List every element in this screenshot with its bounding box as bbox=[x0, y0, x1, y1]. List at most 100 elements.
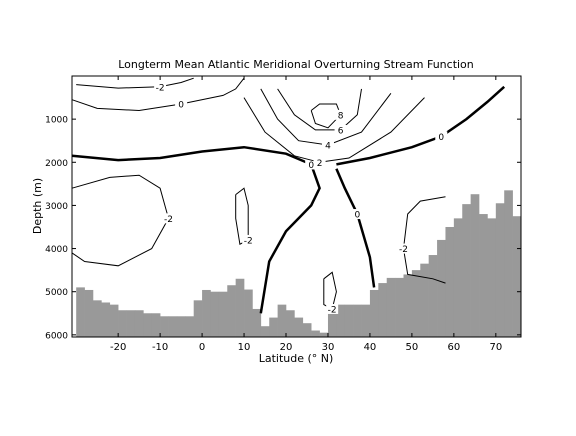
x-tick-label: 30 bbox=[322, 342, 335, 353]
contour-label-bg bbox=[175, 99, 188, 110]
bathymetry-bar bbox=[437, 239, 446, 337]
x-tick-label: 70 bbox=[489, 342, 502, 353]
contour-label: 2 bbox=[317, 159, 323, 169]
y-tick-label: 1000 bbox=[45, 116, 68, 126]
bathymetry-bar bbox=[168, 316, 178, 337]
contour-label: -2 bbox=[328, 305, 337, 315]
contour-label-bg bbox=[397, 243, 410, 254]
contour-label-bg bbox=[351, 209, 364, 220]
contour-label: -2 bbox=[164, 215, 173, 225]
bathymetry-bar bbox=[176, 316, 186, 337]
contour-line bbox=[323, 271, 337, 310]
bathymetry-bar bbox=[143, 313, 153, 337]
contour-label: 0 bbox=[438, 133, 444, 143]
bathymetry-bar bbox=[453, 218, 463, 337]
y-tick-label: 5000 bbox=[45, 288, 68, 298]
bathymetry-bar bbox=[512, 216, 522, 337]
bathymetry-bar bbox=[235, 278, 245, 337]
bathymetry-bar bbox=[395, 277, 404, 337]
bathymetry-bar bbox=[260, 326, 270, 337]
contour-line bbox=[336, 85, 506, 166]
y-tick-label: 4000 bbox=[45, 245, 68, 255]
contour-label: -2 bbox=[156, 83, 165, 93]
contour-label-bg bbox=[242, 234, 255, 245]
y-tick-label: 3000 bbox=[45, 202, 68, 212]
bathymetry-bar bbox=[336, 304, 346, 337]
contour-label: 0 bbox=[178, 101, 184, 111]
bathymetry-bar bbox=[277, 304, 287, 337]
contour-line bbox=[76, 77, 194, 89]
bathymetry-bar bbox=[479, 214, 488, 337]
contour-label: -2 bbox=[399, 245, 408, 255]
bathymetry-bar bbox=[327, 308, 337, 337]
contour-label-bg bbox=[305, 159, 318, 170]
contour-label-bg bbox=[326, 303, 339, 314]
bathymetry-bar bbox=[428, 255, 438, 337]
bathymetry-bar bbox=[369, 289, 379, 337]
x-axis-label: Latitude (° N) bbox=[259, 352, 334, 365]
bathymetry-bar bbox=[445, 226, 455, 337]
bathymetry-bar bbox=[202, 289, 211, 337]
bathymetry-bar bbox=[185, 316, 194, 337]
contour-label: 0 bbox=[308, 161, 314, 171]
bathymetry-bar bbox=[302, 323, 312, 337]
contour-label-bg bbox=[334, 109, 347, 120]
bathymetry-bar bbox=[319, 332, 329, 337]
bathymetry-bar bbox=[126, 310, 136, 337]
bathymetry-bar bbox=[92, 300, 102, 337]
contour-line bbox=[260, 88, 392, 146]
bathymetry-bar bbox=[294, 317, 304, 337]
bathymetry-bar bbox=[218, 291, 228, 337]
bathymetry-bar bbox=[76, 287, 85, 337]
bathymetry-bar bbox=[361, 304, 371, 337]
bathymetry-bar bbox=[109, 304, 119, 337]
x-tick-label: 40 bbox=[364, 342, 377, 353]
bathymetry-bar bbox=[411, 270, 421, 337]
contour-line bbox=[71, 145, 321, 314]
bathymetry-bar bbox=[269, 317, 278, 337]
bathymetry-bar bbox=[344, 304, 354, 337]
bathymetry-bar bbox=[462, 204, 471, 337]
bathymetry-bar bbox=[244, 289, 253, 337]
contour-label-bg bbox=[435, 131, 448, 142]
bathymetry-bar bbox=[160, 316, 169, 337]
bathymetry-bar bbox=[495, 203, 505, 337]
x-tick-label: -10 bbox=[152, 342, 168, 353]
contour-line bbox=[71, 174, 170, 267]
plot-frame bbox=[71, 75, 522, 338]
contour-label: -2 bbox=[244, 236, 253, 246]
bathymetry-bar bbox=[487, 218, 497, 337]
bathymetry-bar bbox=[470, 194, 480, 337]
y-tick-label: 2000 bbox=[45, 159, 68, 169]
bathymetry-bar bbox=[420, 263, 429, 337]
bathymetry-bar bbox=[193, 300, 203, 337]
bathymetry-bar bbox=[210, 291, 220, 337]
contour-line bbox=[277, 88, 362, 131]
y-axis-label: Depth (m) bbox=[31, 178, 44, 234]
contour-label-bg bbox=[162, 213, 175, 224]
bathymetry-bar bbox=[386, 277, 396, 337]
contour-line bbox=[335, 168, 376, 288]
bathymetry-bar bbox=[403, 274, 413, 337]
bathymetry-bar bbox=[84, 289, 94, 337]
bathymetry-bar bbox=[118, 310, 127, 337]
bathymetry-bar bbox=[101, 302, 111, 337]
contour-label-bg bbox=[334, 124, 347, 135]
bathymetry-bar bbox=[286, 310, 295, 337]
x-tick-label: 0 bbox=[199, 342, 205, 353]
bathymetry-bar bbox=[504, 190, 513, 337]
bathymetry-bar bbox=[151, 313, 161, 337]
contour-label: 6 bbox=[338, 126, 344, 136]
x-tick-label: 60 bbox=[447, 342, 460, 353]
x-tick-label: 50 bbox=[406, 342, 419, 353]
bathymetry-bar bbox=[353, 304, 362, 337]
x-tick-label: 10 bbox=[238, 342, 251, 353]
contour-label-bg bbox=[313, 157, 326, 168]
bathymetry-bar bbox=[311, 330, 320, 337]
contour-label: 8 bbox=[338, 111, 344, 121]
x-tick-label: 20 bbox=[280, 342, 293, 353]
chart-title: Longterm Mean Atlantic Meridional Overtu… bbox=[118, 58, 474, 71]
contour-label-bg bbox=[321, 140, 334, 151]
